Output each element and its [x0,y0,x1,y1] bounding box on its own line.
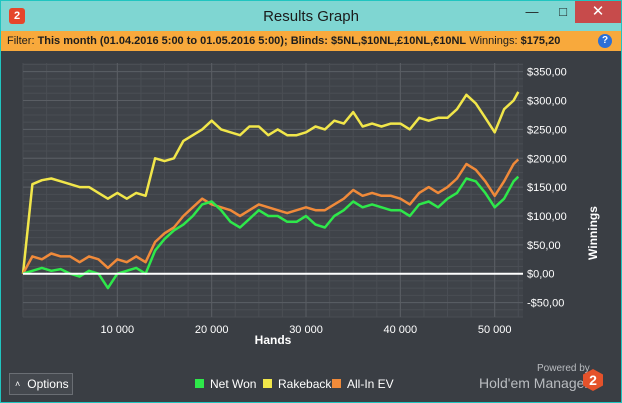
x-tick-label: 20 000 [195,324,229,336]
window-title: Results Graph [263,8,359,25]
x-tick-label: 40 000 [384,324,418,336]
results-chart: 10 000 20 000 30 000 40 000 50 000 -$50,00 $0… [21,63,600,347]
y-tick-label: -$50,00 [527,298,564,310]
brand-name: Hold'em Manager [479,375,590,391]
y-tick-label: $200,00 [527,153,567,165]
options-label: Options [27,377,69,391]
minimize-button[interactable]: — [525,4,539,19]
maximize-button[interactable]: □ [559,4,567,19]
title-bar[interactable]: 2 Results Graph — □ ✕ [1,1,621,31]
hm2-logo-icon: 2 [583,369,603,391]
series-lines [21,91,520,290]
y-tick-label: $350,00 [527,67,567,79]
filter-bar[interactable]: Filter: This month (01.04.2016 5:00 to 0… [1,31,621,51]
legend-label: Rakeback [278,377,332,391]
legend-item-net-won[interactable]: Net Won [195,377,256,391]
filter-winnings-label: Winnings: [469,35,518,47]
legend-item-rakeback[interactable]: Rakeback [263,377,331,391]
x-axis-ticks: 10 000 20 000 30 000 40 000 50 000 [101,324,512,336]
app-icon: 2 [9,8,25,24]
legend-swatch [263,379,272,388]
y-tick-label: $300,00 [527,96,567,108]
series-line-rakeback [21,91,520,274]
x-tick-label: 10 000 [101,324,135,336]
y-tick-label: $150,00 [527,182,567,194]
series-line-net-won [22,175,520,290]
filter-blinds: $5NL,$10NL,£10NL,€10NL [331,35,467,47]
chevron-up-icon: ˄ [15,379,21,389]
legend-swatch [332,379,341,388]
y-tick-label: $250,00 [527,124,567,136]
powered-by-text: Powered by [537,363,590,374]
filter-label: Filter: [7,35,35,47]
series-line-all-in-ev [21,158,520,275]
x-tick-label: 30 000 [289,324,323,336]
legend-label: Net Won [210,377,257,391]
legend-swatch [195,379,204,388]
close-button[interactable]: ✕ [575,1,621,23]
legend-label: All-In EV [347,377,394,391]
legend: Net Won Rakeback All-In EV [1,377,622,393]
y-tick-label: $50,00 [527,240,561,252]
y-axis-ticks: -$50,00 $0,00 $50,00 $100,00 $150,00 $200,00 $… [527,67,567,310]
y-tick-label: $100,00 [527,211,567,223]
y-axis-label: Winnings [586,206,600,260]
options-button[interactable]: ˄ Options [9,373,73,395]
legend-item-all-in-ev[interactable]: All-In EV [332,377,394,391]
x-tick-label: 50 000 [478,324,512,336]
filter-blinds-label: Blinds: [290,35,328,47]
y-tick-label: $0,00 [527,269,555,281]
brand-logo-text: 2 [589,372,597,388]
filter-winnings: $175,20 [520,35,561,47]
filter-period: This month (01.04.2016 5:00 to 01.05.201… [37,35,288,47]
help-icon[interactable]: ? [598,34,612,48]
x-axis-label: Hands [255,333,292,347]
